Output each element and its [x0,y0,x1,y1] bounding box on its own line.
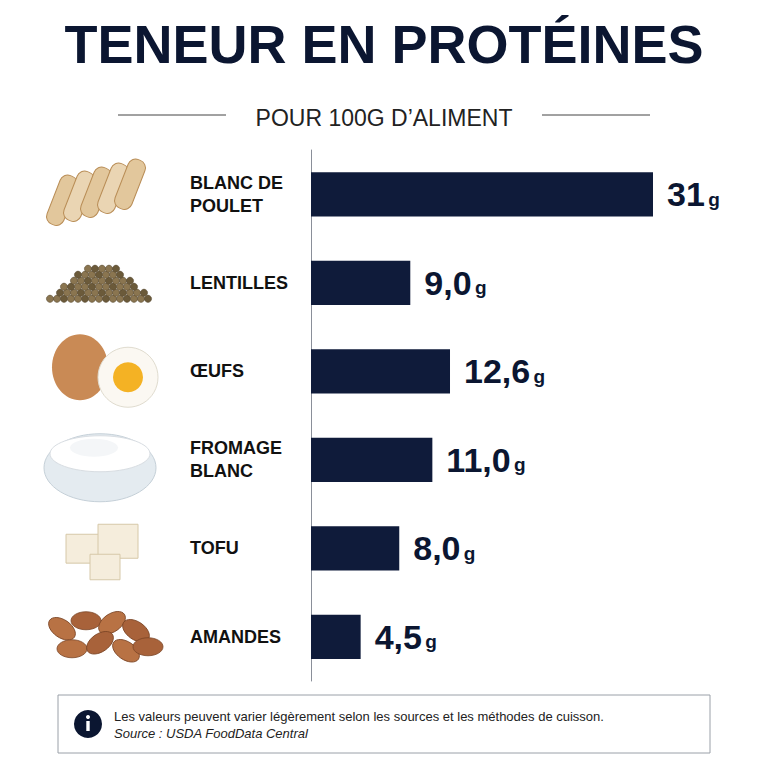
svg-text:8,0: 8,0 [413,529,460,567]
svg-text:4,5: 4,5 [375,618,422,656]
svg-text:BLANC DE: BLANC DE [190,173,283,193]
svg-text:g: g [534,366,546,387]
svg-text:12,6: 12,6 [464,352,530,390]
svg-text:POUR 100G D’ALIMENT: POUR 100G D’ALIMENT [256,105,513,131]
svg-text:g: g [464,543,476,564]
svg-text:g: g [475,277,487,298]
svg-text:g: g [425,631,437,652]
svg-text:Source : USDA FoodData Central: Source : USDA FoodData Central [114,726,309,741]
svg-text:LENTILLES: LENTILLES [190,273,288,293]
svg-text:g: g [708,189,720,210]
svg-text:FROMAGE: FROMAGE [190,438,282,458]
svg-text:11,0: 11,0 [446,441,510,479]
svg-text:POULET: POULET [190,196,263,216]
svg-text:TENEUR EN PROTÉINES: TENEUR EN PROTÉINES [64,14,703,74]
svg-text:g: g [514,454,526,475]
svg-text:BLANC: BLANC [190,461,253,481]
svg-text:Les valeurs peuvent varier lég: Les valeurs peuvent varier légèrement se… [114,709,604,724]
svg-text:ŒUFS: ŒUFS [190,361,244,381]
svg-text:AMANDES: AMANDES [190,627,281,647]
svg-text:TOFU: TOFU [190,538,239,558]
svg-text:31: 31 [667,175,705,213]
svg-text:9,0: 9,0 [424,264,471,302]
